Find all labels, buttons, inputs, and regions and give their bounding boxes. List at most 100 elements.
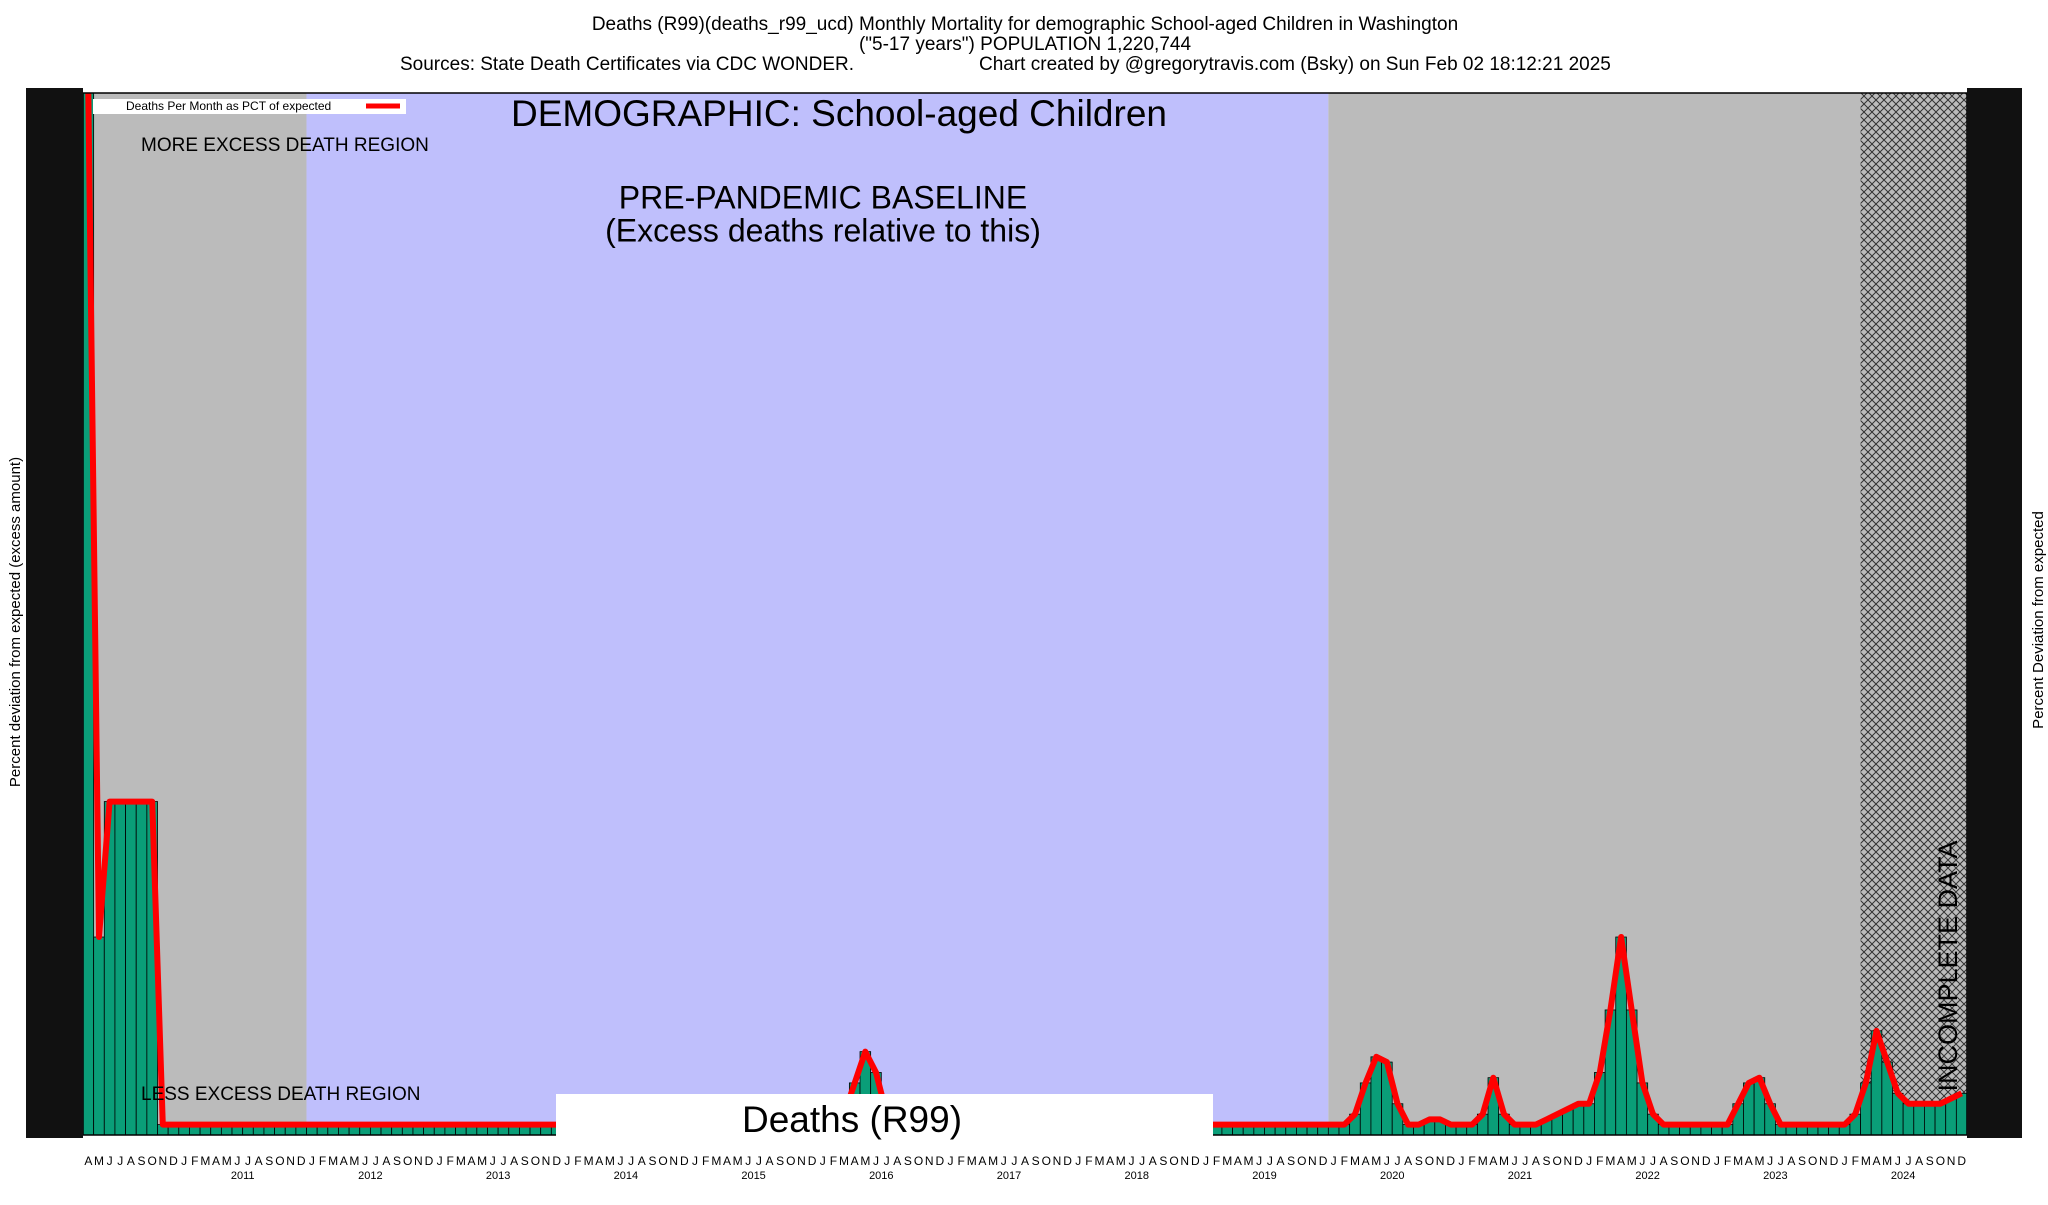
pandemic-region — [1328, 93, 1861, 1135]
bar — [1934, 1103, 1947, 1136]
x-tick-label: O — [531, 1154, 540, 1168]
chart-title: Deaths (R99)(deaths_r99_ucd) Monthly Mor… — [592, 14, 1458, 35]
x-tick-label: J — [1522, 1154, 1528, 1168]
bar — [1924, 1103, 1936, 1136]
x-tick-label: J — [1128, 1154, 1134, 1168]
x-tick-label: J — [1586, 1154, 1592, 1168]
x-tick-label: N — [158, 1154, 167, 1168]
x-tick-label: A — [1106, 1154, 1114, 1168]
x-tick-label: J — [745, 1154, 751, 1168]
x-tick-label: F — [702, 1154, 709, 1168]
x-tick-label: S — [1415, 1154, 1423, 1168]
year-label: 2015 — [741, 1170, 765, 1182]
x-tick-label: D — [1702, 1154, 1711, 1168]
x-tick-label: M — [1754, 1154, 1764, 1168]
x-tick-label: O — [148, 1154, 157, 1168]
year-label: 2021 — [1508, 1170, 1532, 1182]
x-tick-label: A — [1276, 1154, 1284, 1168]
box-label: Deaths (R99) — [742, 1099, 962, 1140]
x-tick-label: M — [860, 1154, 870, 1168]
x-tick-label: A — [1021, 1154, 1029, 1168]
x-tick-label: O — [786, 1154, 795, 1168]
y-axis-label: Percent deviation from expected (excess … — [7, 457, 24, 787]
x-tick-label: J — [1767, 1154, 1773, 1168]
x-tick-label: A — [84, 1154, 92, 1168]
x-tick-label: A — [1787, 1154, 1795, 1168]
x-tick-label: N — [797, 1154, 806, 1168]
x-tick-label: D — [552, 1154, 561, 1168]
x-tick-label: A — [595, 1154, 603, 1168]
x-tick-label: F — [319, 1154, 326, 1168]
right-axis-labels-blob — [1980, 88, 2022, 1138]
x-tick-label: A — [510, 1154, 518, 1168]
x-tick-label: J — [1267, 1154, 1273, 1168]
x-tick-label: M — [584, 1154, 594, 1168]
incomplete-label: INCOMPLETE DATA — [1933, 840, 1963, 1091]
x-tick-label: M — [349, 1154, 359, 1168]
x-tick-label: F — [447, 1154, 454, 1168]
x-tick-label: J — [309, 1154, 315, 1168]
x-tick-label: J — [1384, 1154, 1390, 1168]
x-tick-label: J — [1714, 1154, 1720, 1168]
bar — [125, 801, 137, 1136]
x-tick-label: S — [1032, 1154, 1040, 1168]
x-tick-label: N — [1564, 1154, 1573, 1168]
x-tick-label: N — [1180, 1154, 1189, 1168]
year-label: 2020 — [1380, 1170, 1404, 1182]
x-tick-label: J — [362, 1154, 368, 1168]
x-tick-label: S — [1798, 1154, 1806, 1168]
x-tick-label: A — [1745, 1154, 1753, 1168]
year-label: 2013 — [486, 1170, 510, 1182]
heading: DEMOGRAPHIC: School-aged Children — [511, 93, 1167, 134]
bar — [1913, 1103, 1925, 1136]
x-tick-label: J — [947, 1154, 953, 1168]
y2-axis-label: Percent Deviation from expected — [2030, 511, 2047, 729]
x-tick-label: D — [1063, 1154, 1072, 1168]
x-tick-label: A — [1660, 1154, 1668, 1168]
x-tick-label: M — [988, 1154, 998, 1168]
x-tick-label: S — [904, 1154, 912, 1168]
x-tick-label: J — [873, 1154, 879, 1168]
x-tick-label: A — [1915, 1154, 1923, 1168]
x-tick-label: O — [1042, 1154, 1051, 1168]
x-tick-label: N — [1436, 1154, 1445, 1168]
x-tick-label: D — [936, 1154, 945, 1168]
x-tick-label: S — [1287, 1154, 1295, 1168]
x-tick-label: N — [1053, 1154, 1062, 1168]
x-tick-label: O — [914, 1154, 923, 1168]
x-tick-label: A — [1234, 1154, 1242, 1168]
x-tick-label: M — [1733, 1154, 1743, 1168]
year-label: 2023 — [1763, 1170, 1787, 1182]
x-tick-label: J — [1075, 1154, 1081, 1168]
sources: Sources: State Death Certificates via CD… — [400, 54, 854, 75]
more-region-label: MORE EXCESS DEATH REGION — [141, 135, 429, 156]
x-tick-label: A — [212, 1154, 220, 1168]
bar — [1955, 1092, 1968, 1136]
x-tick-label: N — [542, 1154, 551, 1168]
x-tick-label: J — [1011, 1154, 1017, 1168]
x-tick-label: M — [1350, 1154, 1360, 1168]
x-tick-label: J — [756, 1154, 762, 1168]
x-tick-label: M — [328, 1154, 338, 1168]
year-label: 2022 — [1635, 1170, 1659, 1182]
bar — [114, 801, 126, 1136]
x-tick-label: N — [1691, 1154, 1700, 1168]
x-tick-label: J — [234, 1154, 240, 1168]
x-tick-label: S — [1670, 1154, 1678, 1168]
x-tick-label: O — [1169, 1154, 1178, 1168]
year-label: 2019 — [1252, 1170, 1276, 1182]
x-tick-label: O — [403, 1154, 412, 1168]
x-tick-label: D — [1319, 1154, 1328, 1168]
x-tick-label: M — [711, 1154, 721, 1168]
x-tick-label: F — [1341, 1154, 1348, 1168]
x-tick-label: A — [1532, 1154, 1540, 1168]
x-tick-label: D — [680, 1154, 689, 1168]
x-tick-label: O — [1808, 1154, 1817, 1168]
bar — [1945, 1098, 1957, 1136]
x-tick-label: J — [1203, 1154, 1209, 1168]
x-tick-label: A — [1149, 1154, 1157, 1168]
x-tick-label: O — [1936, 1154, 1945, 1168]
legend-label: Deaths Per Month as PCT of expected — [126, 99, 331, 113]
x-tick-label: A — [638, 1154, 646, 1168]
x-tick-label: S — [138, 1154, 146, 1168]
